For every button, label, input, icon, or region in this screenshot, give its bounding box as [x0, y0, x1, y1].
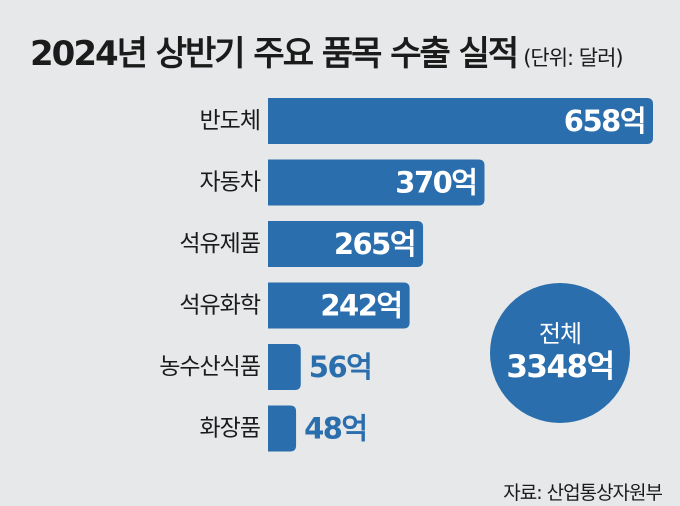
unit-note: (단위: 달러)	[523, 46, 623, 70]
category-label-1: 자동차	[200, 170, 261, 196]
category-label-0: 반도체	[200, 108, 260, 134]
value-label-5: 48억	[304, 412, 367, 446]
total-value: 3348억	[506, 348, 615, 385]
value-label-3: 242억	[320, 289, 401, 323]
bar-3	[268, 282, 410, 329]
title-text: 2024년 상반기 주요 품목 수출 실적	[30, 34, 519, 74]
bar-1	[268, 159, 485, 206]
total-circle: 전체 3348억	[490, 283, 630, 423]
category-label-5: 화장품	[200, 416, 260, 442]
value-label-1: 370억	[395, 166, 476, 200]
bar-0	[268, 98, 653, 144]
chart-title: 2024년 상반기 주요 품목 수출 실적 (단위: 달러)	[30, 26, 624, 75]
category-label-3: 석유화학	[179, 293, 260, 319]
total-label: 전체	[538, 320, 582, 348]
value-label-4: 56억	[309, 350, 372, 384]
category-label-2: 석유제품	[179, 231, 260, 257]
source-note: 자료: 산업통상자원부	[503, 482, 663, 504]
bar-4	[268, 344, 301, 390]
value-label-0: 658억	[564, 104, 645, 138]
category-label-4: 농수산식품	[159, 354, 260, 380]
bar-5	[268, 405, 297, 452]
value-label-2: 265억	[334, 227, 415, 261]
bar-2	[268, 221, 424, 267]
